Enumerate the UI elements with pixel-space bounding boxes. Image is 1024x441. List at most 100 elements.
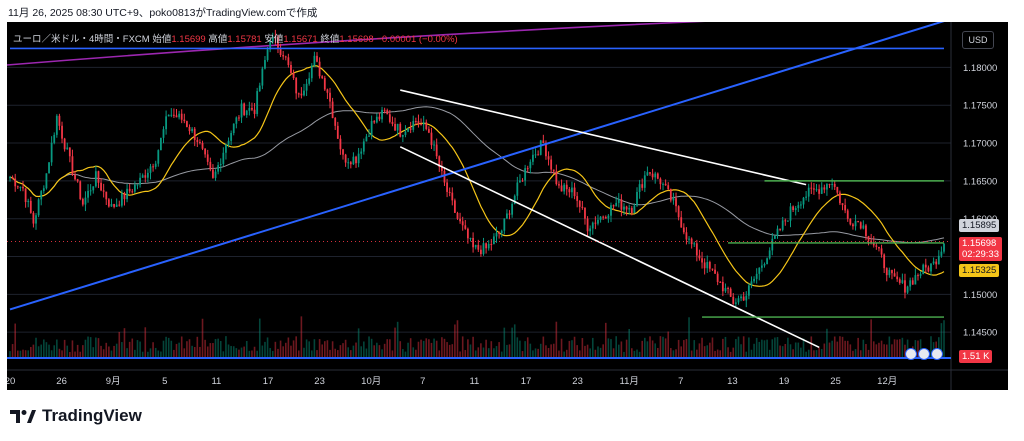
volume-bar [97,338,100,358]
volume-bar [586,344,589,358]
candle-body [695,243,698,256]
candles [9,29,945,309]
y-tick-label: 1.15000 [963,290,997,301]
volume-bar [883,344,885,358]
volume-bar [261,345,264,358]
candle-body [708,262,711,269]
volume-bar [797,342,800,358]
volume-bar [919,339,922,358]
candle-body [878,246,880,249]
volume-bar [277,348,279,358]
volume-bar [659,336,662,358]
volume-bar [376,342,378,358]
volume-bar [599,347,602,358]
volume-bar [394,327,396,358]
volume-bar [441,337,443,358]
candle-body [365,136,368,142]
candle-body [786,220,789,222]
volume-bar [719,350,722,358]
volume-bar [316,350,318,358]
price-chart[interactable]: 1.180001.175001.170001.165001.160001.155… [7,22,1008,390]
candle-body [355,156,357,164]
candle-body [914,275,917,285]
candle-body [232,123,235,133]
candle-body [76,179,79,182]
volume-bar [324,341,326,358]
volume-bar [425,338,428,358]
candle-body [284,56,287,58]
volume-bar [451,344,454,358]
volume-bar [95,337,97,358]
volume-bar [141,351,144,358]
volume-bar [417,341,420,358]
candle-body [466,228,469,239]
low-label: 安値 [264,34,284,45]
volume-bar [789,344,792,358]
candle-body [659,178,662,185]
volume-bar [828,342,831,358]
candle-body [238,117,240,119]
candle-body [165,116,168,130]
volume-bar [943,320,945,358]
candle-body [779,228,781,230]
volume-bar [651,340,654,358]
volume-bar [183,348,186,358]
candle-body [295,78,298,94]
volume-bar [506,344,508,358]
candle-body [373,121,376,123]
volume-bar [683,340,685,358]
high-value: 1.15781 [227,34,262,45]
candle-body [721,281,724,292]
volume-bar [758,341,761,358]
candle-body [66,147,69,150]
volume-bar [412,347,415,358]
volume-bar [22,349,24,358]
candle-body [662,183,664,185]
candle-body [191,128,194,132]
candle-body [646,172,649,176]
candle-body [846,210,849,219]
volume-bar [360,346,363,358]
x-tick-label: 11月 [620,376,639,387]
volume-bar [594,349,597,358]
candle-body [917,275,919,277]
volume-bar [139,341,141,358]
volume-bar [888,336,891,358]
candle-body [857,221,860,223]
channel-top-line [400,89,807,186]
volume-bar [352,345,355,358]
tradingview-brand: TradingView [10,406,142,426]
candle-body [407,128,409,132]
volume-bar [774,337,776,358]
candle-body [542,140,545,143]
candle-body [40,191,43,200]
currency-button[interactable]: USD [962,31,994,49]
candle-body [360,151,363,154]
volume-bar [807,349,810,358]
candle-body [303,90,305,96]
volume-bar [771,339,774,358]
volume-bar [461,336,464,358]
candle-body [144,175,147,178]
candle-body [610,205,612,216]
volume-bar [76,344,79,358]
volume-bar [108,346,110,358]
candle-body [245,110,248,115]
candle-body [274,36,277,39]
candle-body [664,183,667,186]
candle-body [334,118,337,126]
volume-bar [477,347,480,358]
candle-body [602,216,605,218]
candle-body [396,123,399,131]
volume-bar [495,346,498,358]
candle-body [225,144,227,153]
candle-body [417,121,420,125]
blue-trend-line [9,22,945,311]
volume-bar [235,348,238,358]
candle-body [794,208,797,210]
volume-bar [745,351,748,358]
chart-frame[interactable]: 1.180001.175001.170001.165001.160001.155… [7,22,1008,390]
volume-bar [581,338,584,358]
volume-bar [381,349,383,358]
volume-bar [542,336,545,358]
